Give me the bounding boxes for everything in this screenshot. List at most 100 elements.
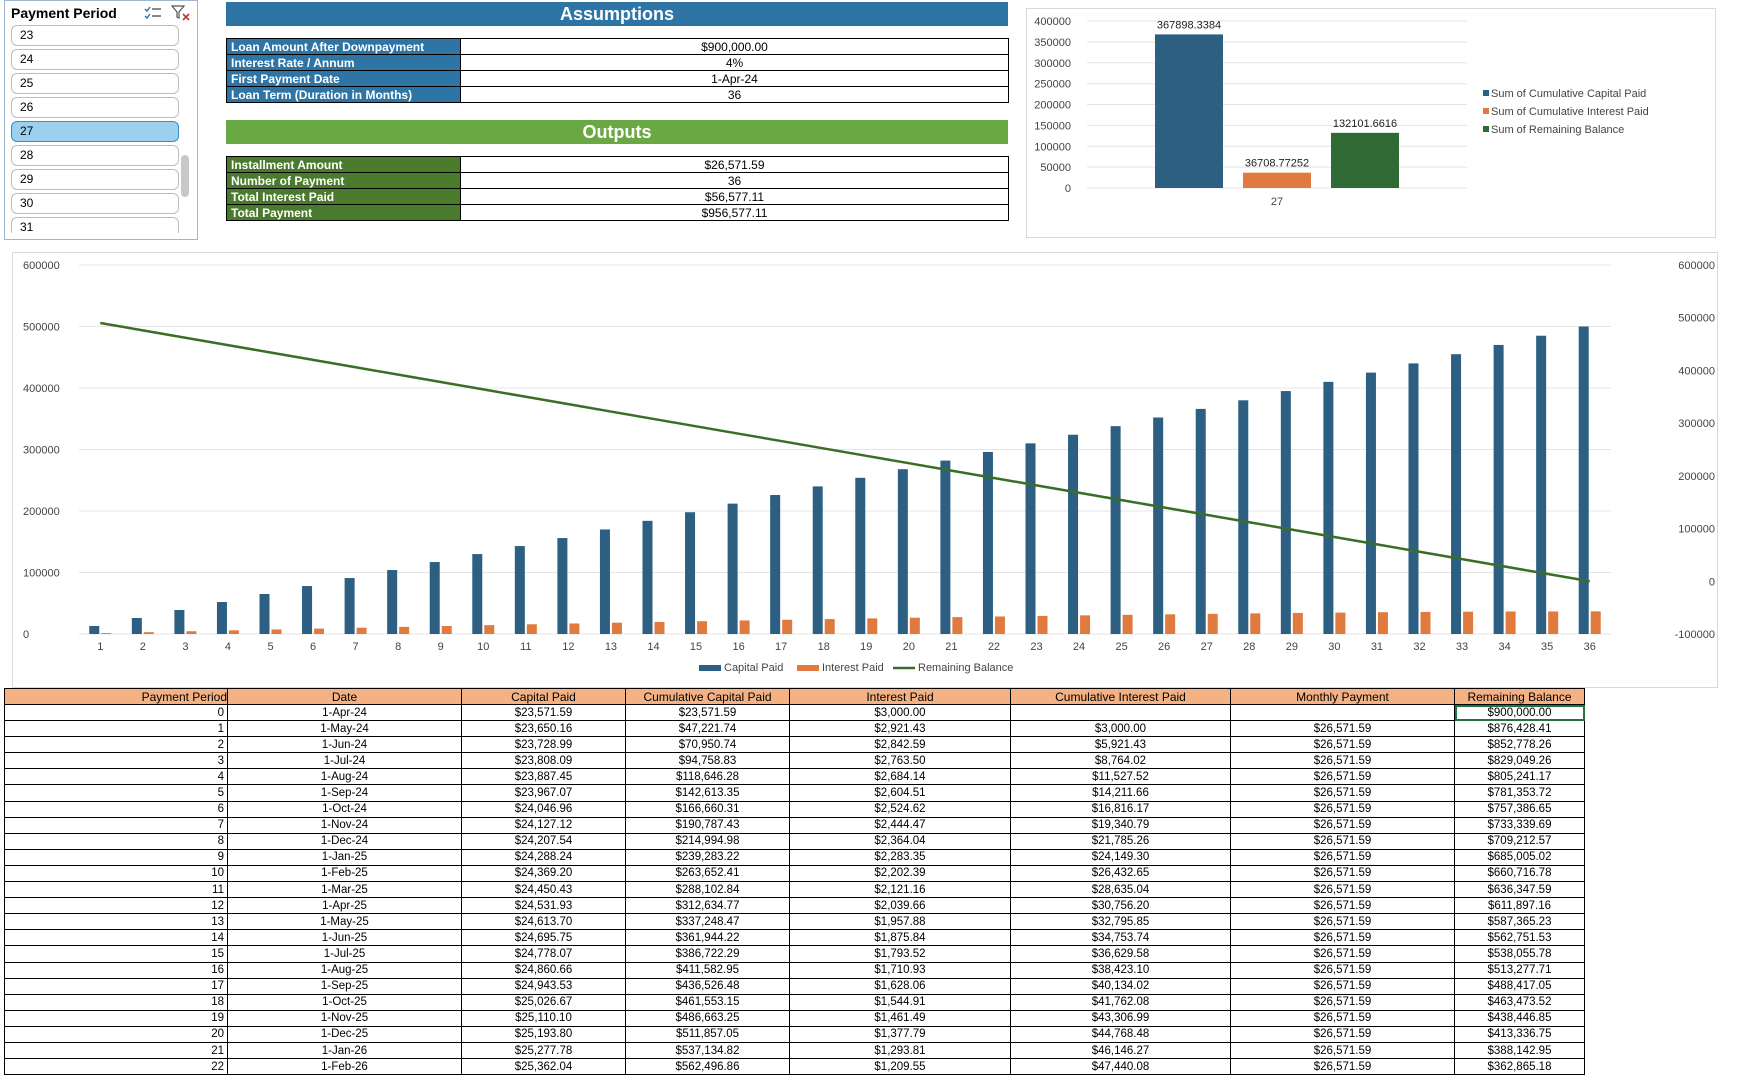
table-cell[interactable]: 16: [4, 961, 228, 979]
table-cell[interactable]: 13: [4, 913, 228, 931]
table-cell[interactable]: $25,026.67: [461, 993, 626, 1011]
table-cell[interactable]: $26,571.59: [1230, 768, 1455, 786]
table-cell[interactable]: $47,440.08: [1010, 1058, 1231, 1076]
table-cell[interactable]: 4: [4, 768, 228, 786]
table-cell[interactable]: $562,496.86: [625, 1058, 790, 1076]
table-cell[interactable]: 1: [4, 720, 228, 738]
table-cell[interactable]: $23,571.59: [625, 703, 790, 722]
header-payment-period[interactable]: Payment Period: [4, 688, 228, 705]
table-cell[interactable]: $636,347.59: [1454, 881, 1585, 899]
output-value[interactable]: $26,571.59: [460, 156, 1009, 173]
table-cell[interactable]: $21,785.26: [1010, 832, 1231, 850]
table-cell[interactable]: 1-Jul-25: [227, 945, 462, 963]
table-cell[interactable]: $411,582.95: [625, 961, 790, 979]
table-cell[interactable]: $24,046.96: [461, 800, 626, 818]
table-cell[interactable]: $1,293.81: [789, 1041, 1011, 1060]
table-cell[interactable]: $2,524.62: [789, 800, 1011, 818]
table-cell[interactable]: $805,241.17: [1454, 768, 1585, 786]
assumption-value[interactable]: 1-Apr-24: [460, 70, 1009, 87]
table-cell[interactable]: $829,049.26: [1454, 752, 1585, 770]
table-cell[interactable]: 22: [4, 1058, 228, 1076]
table-cell[interactable]: 12: [4, 897, 228, 915]
table-cell[interactable]: $2,121.16: [789, 881, 1011, 899]
table-cell[interactable]: $562,751.53: [1454, 929, 1585, 947]
table-cell[interactable]: $44,768.48: [1010, 1025, 1231, 1043]
table-cell[interactable]: $3,000.00: [789, 703, 1011, 722]
table-cell[interactable]: 1-Feb-25: [227, 864, 462, 883]
table-cell[interactable]: 20: [4, 1025, 228, 1043]
table-cell[interactable]: $709,212.57: [1454, 832, 1585, 850]
table-cell[interactable]: $781,353.72: [1454, 784, 1585, 802]
table-cell[interactable]: $25,362.04: [461, 1058, 626, 1076]
table-cell[interactable]: $26,571.59: [1230, 961, 1455, 979]
table-cell[interactable]: 0: [4, 703, 228, 722]
table-cell[interactable]: $876,428.41: [1454, 720, 1585, 738]
table-cell[interactable]: $2,202.39: [789, 864, 1011, 883]
table-cell[interactable]: 1-Nov-25: [227, 1009, 462, 1027]
table-cell[interactable]: $36,629.58: [1010, 945, 1231, 963]
table-cell[interactable]: $26,571.59: [1230, 993, 1455, 1011]
header-date[interactable]: Date: [227, 688, 462, 705]
header-capital-paid[interactable]: Capital Paid: [461, 688, 626, 705]
slicer-item-31[interactable]: 31: [11, 217, 179, 233]
table-cell[interactable]: $26,571.59: [1230, 720, 1455, 738]
table-cell[interactable]: $757,386.65: [1454, 800, 1585, 818]
table-cell[interactable]: $8,764.02: [1010, 752, 1231, 770]
table-cell[interactable]: 2: [4, 736, 228, 754]
table-cell[interactable]: $2,921.43: [789, 720, 1011, 738]
table-cell[interactable]: $26,571.59: [1230, 736, 1455, 754]
slicer-item-27[interactable]: 27: [11, 121, 179, 142]
table-cell[interactable]: $70,950.74: [625, 736, 790, 754]
table-cell[interactable]: $26,571.59: [1230, 1058, 1455, 1076]
table-cell[interactable]: $142,613.35: [625, 784, 790, 802]
table-cell[interactable]: $25,110.10: [461, 1009, 626, 1027]
table-cell[interactable]: $11,527.52: [1010, 768, 1231, 786]
table-cell[interactable]: $23,887.45: [461, 768, 626, 786]
slicer-item-24[interactable]: 24: [11, 49, 179, 70]
table-cell[interactable]: $26,571.59: [1230, 913, 1455, 931]
assumption-value[interactable]: $900,000.00: [460, 38, 1009, 55]
table-cell[interactable]: $611,897.16: [1454, 897, 1585, 915]
table-cell[interactable]: $1,377.79: [789, 1025, 1011, 1043]
table-cell[interactable]: $24,288.24: [461, 848, 626, 866]
table-cell[interactable]: $488,417.05: [1454, 977, 1585, 995]
table-cell[interactable]: $25,277.78: [461, 1041, 626, 1060]
table-cell[interactable]: 1-Dec-24: [227, 832, 462, 850]
header-remaining-balance[interactable]: Remaining Balance: [1454, 688, 1585, 705]
table-cell[interactable]: $26,571.59: [1230, 848, 1455, 866]
table-cell[interactable]: $513,277.71: [1454, 961, 1585, 979]
table-cell[interactable]: $1,957.88: [789, 913, 1011, 931]
table-cell[interactable]: $263,652.41: [625, 864, 790, 883]
table-cell[interactable]: 11: [4, 881, 228, 899]
table-cell[interactable]: $25,193.80: [461, 1025, 626, 1043]
table-cell[interactable]: $26,571.59: [1230, 1025, 1455, 1043]
table-cell[interactable]: 8: [4, 832, 228, 850]
table-cell[interactable]: $2,604.51: [789, 784, 1011, 802]
table-cell[interactable]: $23,571.59: [461, 703, 626, 722]
assumption-value[interactable]: 4%: [460, 54, 1009, 71]
amortization-chart[interactable]: 600000 500000 400000 300000 200000 100000 0 600…: [12, 252, 1718, 688]
table-cell[interactable]: 19: [4, 1009, 228, 1027]
table-cell[interactable]: $38,423.10: [1010, 961, 1231, 979]
table-cell[interactable]: $1,461.49: [789, 1009, 1011, 1027]
table-cell[interactable]: $24,369.20: [461, 864, 626, 883]
table-cell[interactable]: $23,728.99: [461, 736, 626, 754]
table-cell[interactable]: $386,722.29: [625, 945, 790, 963]
table-cell[interactable]: 1-Nov-24: [227, 816, 462, 834]
table-cell[interactable]: 10: [4, 864, 228, 883]
table-cell[interactable]: 1-Jun-25: [227, 929, 462, 947]
table-cell[interactable]: $24,531.93: [461, 897, 626, 915]
table-cell[interactable]: $46,146.27: [1010, 1041, 1231, 1060]
table-cell[interactable]: $438,446.85: [1454, 1009, 1585, 1027]
table-cell[interactable]: [1010, 703, 1231, 722]
table-cell[interactable]: 1-Aug-25: [227, 961, 462, 979]
table-cell[interactable]: 1-Apr-24: [227, 703, 462, 722]
table-cell[interactable]: $14,211.66: [1010, 784, 1231, 802]
table-cell[interactable]: $5,921.43: [1010, 736, 1231, 754]
table-cell[interactable]: $94,758.83: [625, 752, 790, 770]
table-cell[interactable]: $26,571.59: [1230, 816, 1455, 834]
table-cell[interactable]: 1-Jun-24: [227, 736, 462, 754]
slicer-item-29[interactable]: 29: [11, 169, 179, 190]
table-cell[interactable]: $1,209.55: [789, 1058, 1011, 1076]
table-cell[interactable]: $463,473.52: [1454, 993, 1585, 1011]
